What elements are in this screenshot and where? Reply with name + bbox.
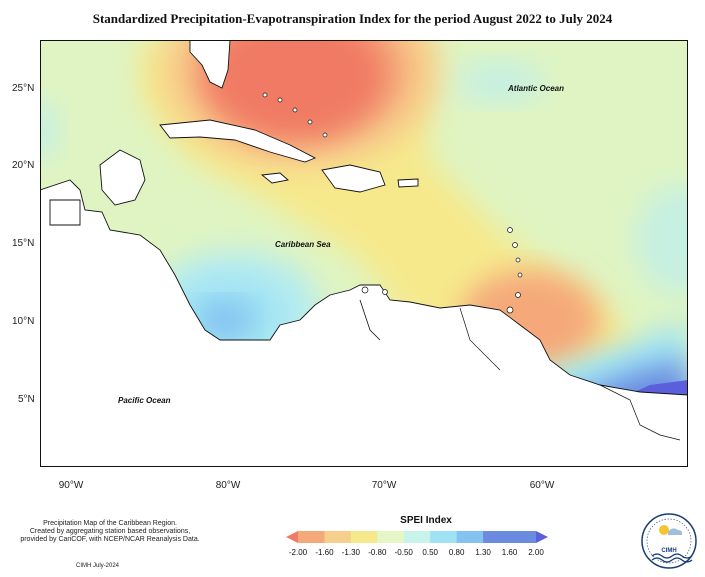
label-caribbean-sea: Caribbean Sea xyxy=(275,240,331,249)
wet-core-caribbean xyxy=(197,300,253,340)
map-frame xyxy=(40,40,688,467)
land-cuba xyxy=(159,119,317,163)
spei-map xyxy=(40,40,688,467)
lon-label-90: 90°W xyxy=(58,480,84,491)
legend-tick-label: -1.30 xyxy=(341,548,360,557)
land-puerto-rico xyxy=(397,178,419,188)
land-guatemala xyxy=(49,199,81,226)
lon-label-60: 60°W xyxy=(529,480,555,491)
land xyxy=(40,40,688,467)
legend-arrow-right xyxy=(536,531,548,543)
legend-tick-label: 0.80 xyxy=(448,548,465,557)
border-venezuela xyxy=(459,307,501,371)
footnote-line-3: provided by CariCOF, with NCEP/NCAR Rean… xyxy=(20,536,200,543)
credit: CIMH July-2024 xyxy=(76,563,120,569)
lat-label-25: 25°N xyxy=(12,83,35,94)
land-florida xyxy=(189,40,231,89)
wet-patch-east xyxy=(635,185,688,295)
legend-swatch xyxy=(324,531,352,543)
lat-label-10: 10°N xyxy=(12,316,35,327)
legend-tick-label: 2.00 xyxy=(528,548,544,557)
wet-patch-atlantic xyxy=(455,60,545,104)
legend-tick-label: 1.30 xyxy=(475,548,491,557)
land-yucatan xyxy=(99,149,146,206)
label-pacific-ocean: Pacific Ocean xyxy=(118,396,171,405)
legend-swatch xyxy=(509,531,537,543)
footnote-line-2: Created by aggregating station based obs… xyxy=(29,528,191,535)
legend-title: SPEI Index xyxy=(400,515,452,526)
drought-red-core xyxy=(205,40,385,140)
border-guianas xyxy=(599,384,681,441)
footnote-line-1: Precipitation Map of the Caribbean Regio… xyxy=(43,520,177,527)
legend-swatch xyxy=(430,531,458,543)
legend-arrow-left xyxy=(286,531,298,543)
lat-label-5: 5°N xyxy=(18,394,35,405)
legend-tick-label: -2.00 xyxy=(288,548,308,557)
logo-text: CIMH xyxy=(661,548,677,554)
legend-swatch xyxy=(483,531,511,543)
lon-label-70: 70°W xyxy=(371,480,397,491)
land-central-south-america xyxy=(40,179,688,467)
map-canvas xyxy=(40,40,688,467)
legend-tick-label: -0.50 xyxy=(394,548,413,557)
lat-label-15: 15°N xyxy=(12,238,35,249)
legend-colorbar xyxy=(286,531,548,543)
small-islands xyxy=(262,92,523,314)
logo-emblem xyxy=(641,513,697,569)
map-title: Standardized Precipitation-Evapotranspir… xyxy=(92,11,613,26)
legend-swatch xyxy=(298,531,325,543)
land-hispaniola xyxy=(321,164,386,193)
legend-tick-label: 1.60 xyxy=(501,548,518,557)
coast-lake-maracaibo xyxy=(359,299,381,341)
cimh-logo: CIMH xyxy=(640,512,698,570)
land-jamaica xyxy=(260,172,289,184)
label-atlantic-ocean: Atlantic Ocean xyxy=(508,84,565,93)
lat-label-20: 20°N xyxy=(12,160,35,171)
legend-swatch xyxy=(456,531,484,543)
wet-patch-west xyxy=(40,100,60,160)
legend-swatch xyxy=(377,531,405,543)
footnote: Precipitation Map of the Caribbean Regio… xyxy=(10,520,210,544)
legend-tick-label: -0.80 xyxy=(368,548,387,557)
legend-swatch xyxy=(403,531,431,543)
legend-swatch xyxy=(350,531,378,543)
legend-tick-label: 0.50 xyxy=(422,548,438,557)
legend-tick-label: -1.60 xyxy=(315,548,334,557)
lon-label-80: 80°W xyxy=(215,480,241,491)
